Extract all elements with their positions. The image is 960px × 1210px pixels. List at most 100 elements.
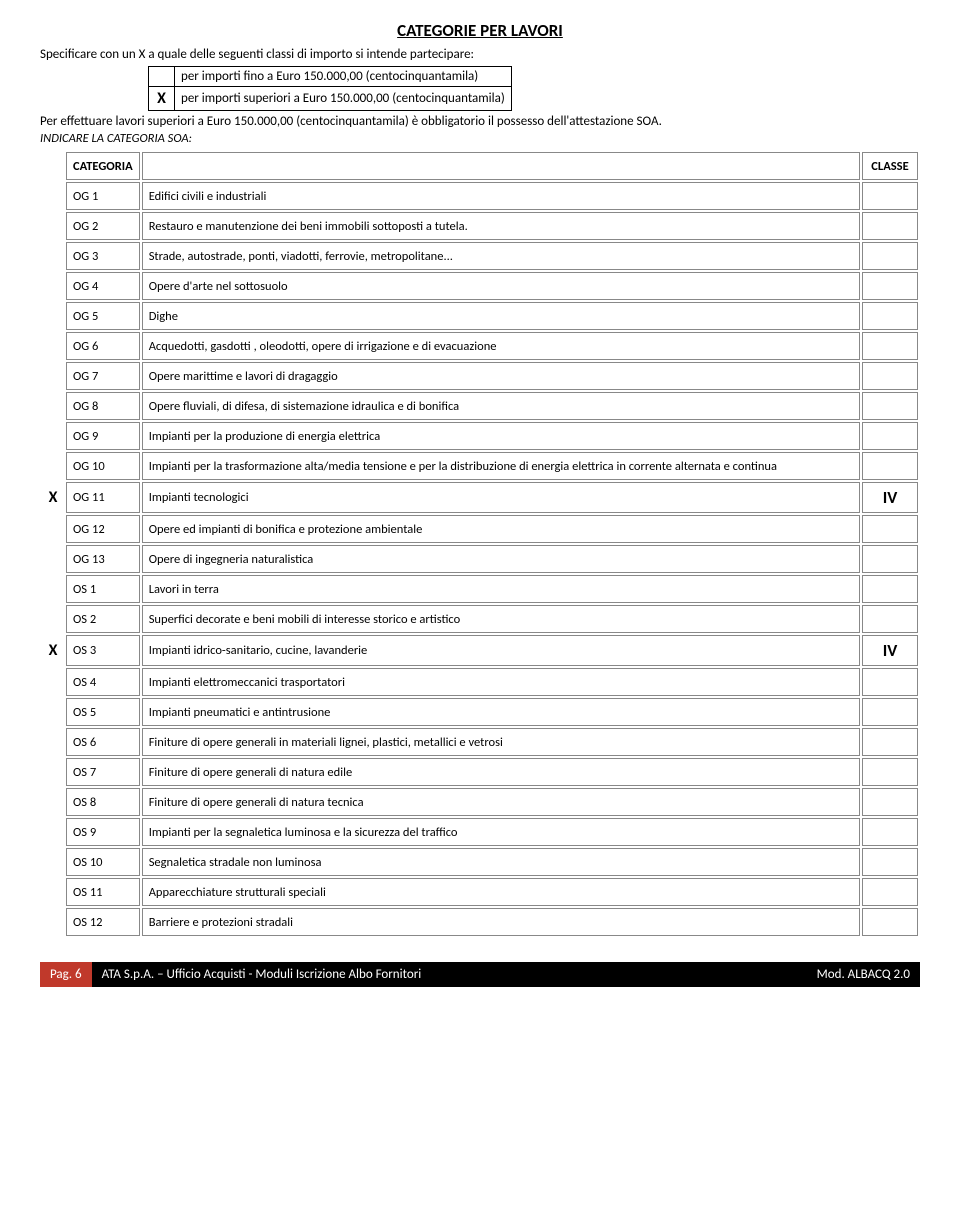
category-mark-cell[interactable] <box>42 182 64 210</box>
category-class-cell[interactable] <box>862 515 918 543</box>
category-desc-cell: Opere di ingegneria naturalistica <box>142 545 860 573</box>
category-row: OS 8Finiture di opere generali di natura… <box>42 788 918 816</box>
category-code-cell: OG 6 <box>66 332 140 360</box>
category-mark-cell[interactable]: X <box>42 482 64 513</box>
category-code-cell: OG 11 <box>66 482 140 513</box>
category-mark-cell[interactable] <box>42 605 64 633</box>
category-row: OG 6Acquedotti, gasdotti , oleodotti, op… <box>42 332 918 360</box>
category-row: OS 10Segnaletica stradale non luminosa <box>42 848 918 876</box>
category-mark-cell[interactable] <box>42 728 64 756</box>
category-desc-cell: Impianti tecnologici <box>142 482 860 513</box>
category-class-cell[interactable] <box>862 908 918 936</box>
category-class-cell[interactable] <box>862 422 918 450</box>
category-code-cell: OG 2 <box>66 212 140 240</box>
category-mark-cell[interactable] <box>42 848 64 876</box>
category-mark-cell[interactable] <box>42 272 64 300</box>
category-class-cell[interactable] <box>862 728 918 756</box>
category-class-cell[interactable] <box>862 758 918 786</box>
category-row: OG 4Opere d'arte nel sottosuolo <box>42 272 918 300</box>
category-class-cell[interactable] <box>862 698 918 726</box>
category-class-cell[interactable]: IV <box>862 635 918 666</box>
page-title: CATEGORIE PER LAVORI <box>40 20 920 41</box>
category-code-cell: OS 1 <box>66 575 140 603</box>
import-amount-table: per importi fino a Euro 150.000,00 (cent… <box>148 66 512 111</box>
category-mark-cell[interactable] <box>42 332 64 360</box>
import-row: per importi fino a Euro 150.000,00 (cent… <box>149 67 512 87</box>
category-mark-cell[interactable] <box>42 302 64 330</box>
category-class-cell[interactable] <box>862 848 918 876</box>
category-mark-cell[interactable] <box>42 788 64 816</box>
category-mark-cell[interactable] <box>42 818 64 846</box>
footer-bar: ATA S.p.A. – Ufficio Acquisti - Moduli I… <box>92 962 920 987</box>
category-class-cell[interactable] <box>862 605 918 633</box>
category-row: OS 12Barriere e protezioni stradali <box>42 908 918 936</box>
category-class-cell[interactable]: IV <box>862 482 918 513</box>
category-class-cell[interactable] <box>862 242 918 270</box>
category-row: OS 6Finiture di opere generali in materi… <box>42 728 918 756</box>
category-desc-cell: Acquedotti, gasdotti , oleodotti, opere … <box>142 332 860 360</box>
header-categoria: CATEGORIA <box>66 152 140 180</box>
category-class-cell[interactable] <box>862 332 918 360</box>
category-row: OS 2Superfici decorate e beni mobili di … <box>42 605 918 633</box>
footer-page-number: Pag. 6 <box>40 962 92 987</box>
category-desc-cell: Impianti idrico-sanitario, cucine, lavan… <box>142 635 860 666</box>
category-class-cell[interactable] <box>862 545 918 573</box>
category-class-cell[interactable] <box>862 575 918 603</box>
category-row: OS 7Finiture di opere generali di natura… <box>42 758 918 786</box>
category-code-cell: OG 5 <box>66 302 140 330</box>
import-mark-cell[interactable] <box>149 67 175 87</box>
category-class-cell[interactable] <box>862 212 918 240</box>
indicate-category-text: INDICARE LA CATEGORIA SOA: <box>40 131 920 146</box>
category-desc-cell: Strade, autostrade, ponti, viadotti, fer… <box>142 242 860 270</box>
category-class-cell[interactable] <box>862 182 918 210</box>
category-mark-cell[interactable] <box>42 242 64 270</box>
category-mark-cell[interactable] <box>42 878 64 906</box>
import-row: Xper importi superiori a Euro 150.000,00… <box>149 87 512 111</box>
category-class-cell[interactable] <box>862 878 918 906</box>
category-mark-cell[interactable]: X <box>42 635 64 666</box>
page-footer: Pag. 6 ATA S.p.A. – Ufficio Acquisti - M… <box>40 962 920 987</box>
category-row: OG 7Opere marittime e lavori di dragaggi… <box>42 362 918 390</box>
category-class-cell[interactable] <box>862 668 918 696</box>
category-class-cell[interactable] <box>862 272 918 300</box>
footer-left-text: ATA S.p.A. – Ufficio Acquisti - Moduli I… <box>102 967 422 982</box>
category-mark-cell[interactable] <box>42 908 64 936</box>
category-code-cell: OS 3 <box>66 635 140 666</box>
category-class-cell[interactable] <box>862 362 918 390</box>
category-row: OS 11Apparecchiature strutturali special… <box>42 878 918 906</box>
category-mark-cell[interactable] <box>42 362 64 390</box>
header-desc <box>142 152 860 180</box>
category-row: OS 1Lavori in terra <box>42 575 918 603</box>
category-desc-cell: Impianti pneumatici e antintrusione <box>142 698 860 726</box>
category-mark-cell[interactable] <box>42 758 64 786</box>
category-class-cell[interactable] <box>862 788 918 816</box>
category-mark-cell[interactable] <box>42 515 64 543</box>
category-row: OS 4Impianti elettromeccanici trasportat… <box>42 668 918 696</box>
category-table-header: CATEGORIA CLASSE <box>42 152 918 180</box>
import-label-cell: per importi fino a Euro 150.000,00 (cent… <box>175 67 512 87</box>
category-mark-cell[interactable] <box>42 452 64 480</box>
import-mark-cell[interactable]: X <box>149 87 175 111</box>
category-class-cell[interactable] <box>862 392 918 420</box>
category-desc-cell: Impianti elettromeccanici trasportatori <box>142 668 860 696</box>
category-code-cell: OS 10 <box>66 848 140 876</box>
category-mark-cell[interactable] <box>42 698 64 726</box>
category-row: OS 5Impianti pneumatici e antintrusione <box>42 698 918 726</box>
category-class-cell[interactable] <box>862 452 918 480</box>
category-mark-cell[interactable] <box>42 575 64 603</box>
header-classe: CLASSE <box>862 152 918 180</box>
category-code-cell: OG 1 <box>66 182 140 210</box>
category-row: OG 12Opere ed impianti di bonifica e pro… <box>42 515 918 543</box>
category-desc-cell: Barriere e protezioni stradali <box>142 908 860 936</box>
category-desc-cell: Impianti per la produzione di energia el… <box>142 422 860 450</box>
category-class-cell[interactable] <box>862 302 918 330</box>
category-mark-cell[interactable] <box>42 212 64 240</box>
category-mark-cell[interactable] <box>42 668 64 696</box>
category-mark-cell[interactable] <box>42 422 64 450</box>
category-mark-cell[interactable] <box>42 545 64 573</box>
category-row: OG 13Opere di ingegneria naturalistica <box>42 545 918 573</box>
category-class-cell[interactable] <box>862 818 918 846</box>
category-code-cell: OG 13 <box>66 545 140 573</box>
category-mark-cell[interactable] <box>42 392 64 420</box>
category-desc-cell: Finiture di opere generali di natura tec… <box>142 788 860 816</box>
